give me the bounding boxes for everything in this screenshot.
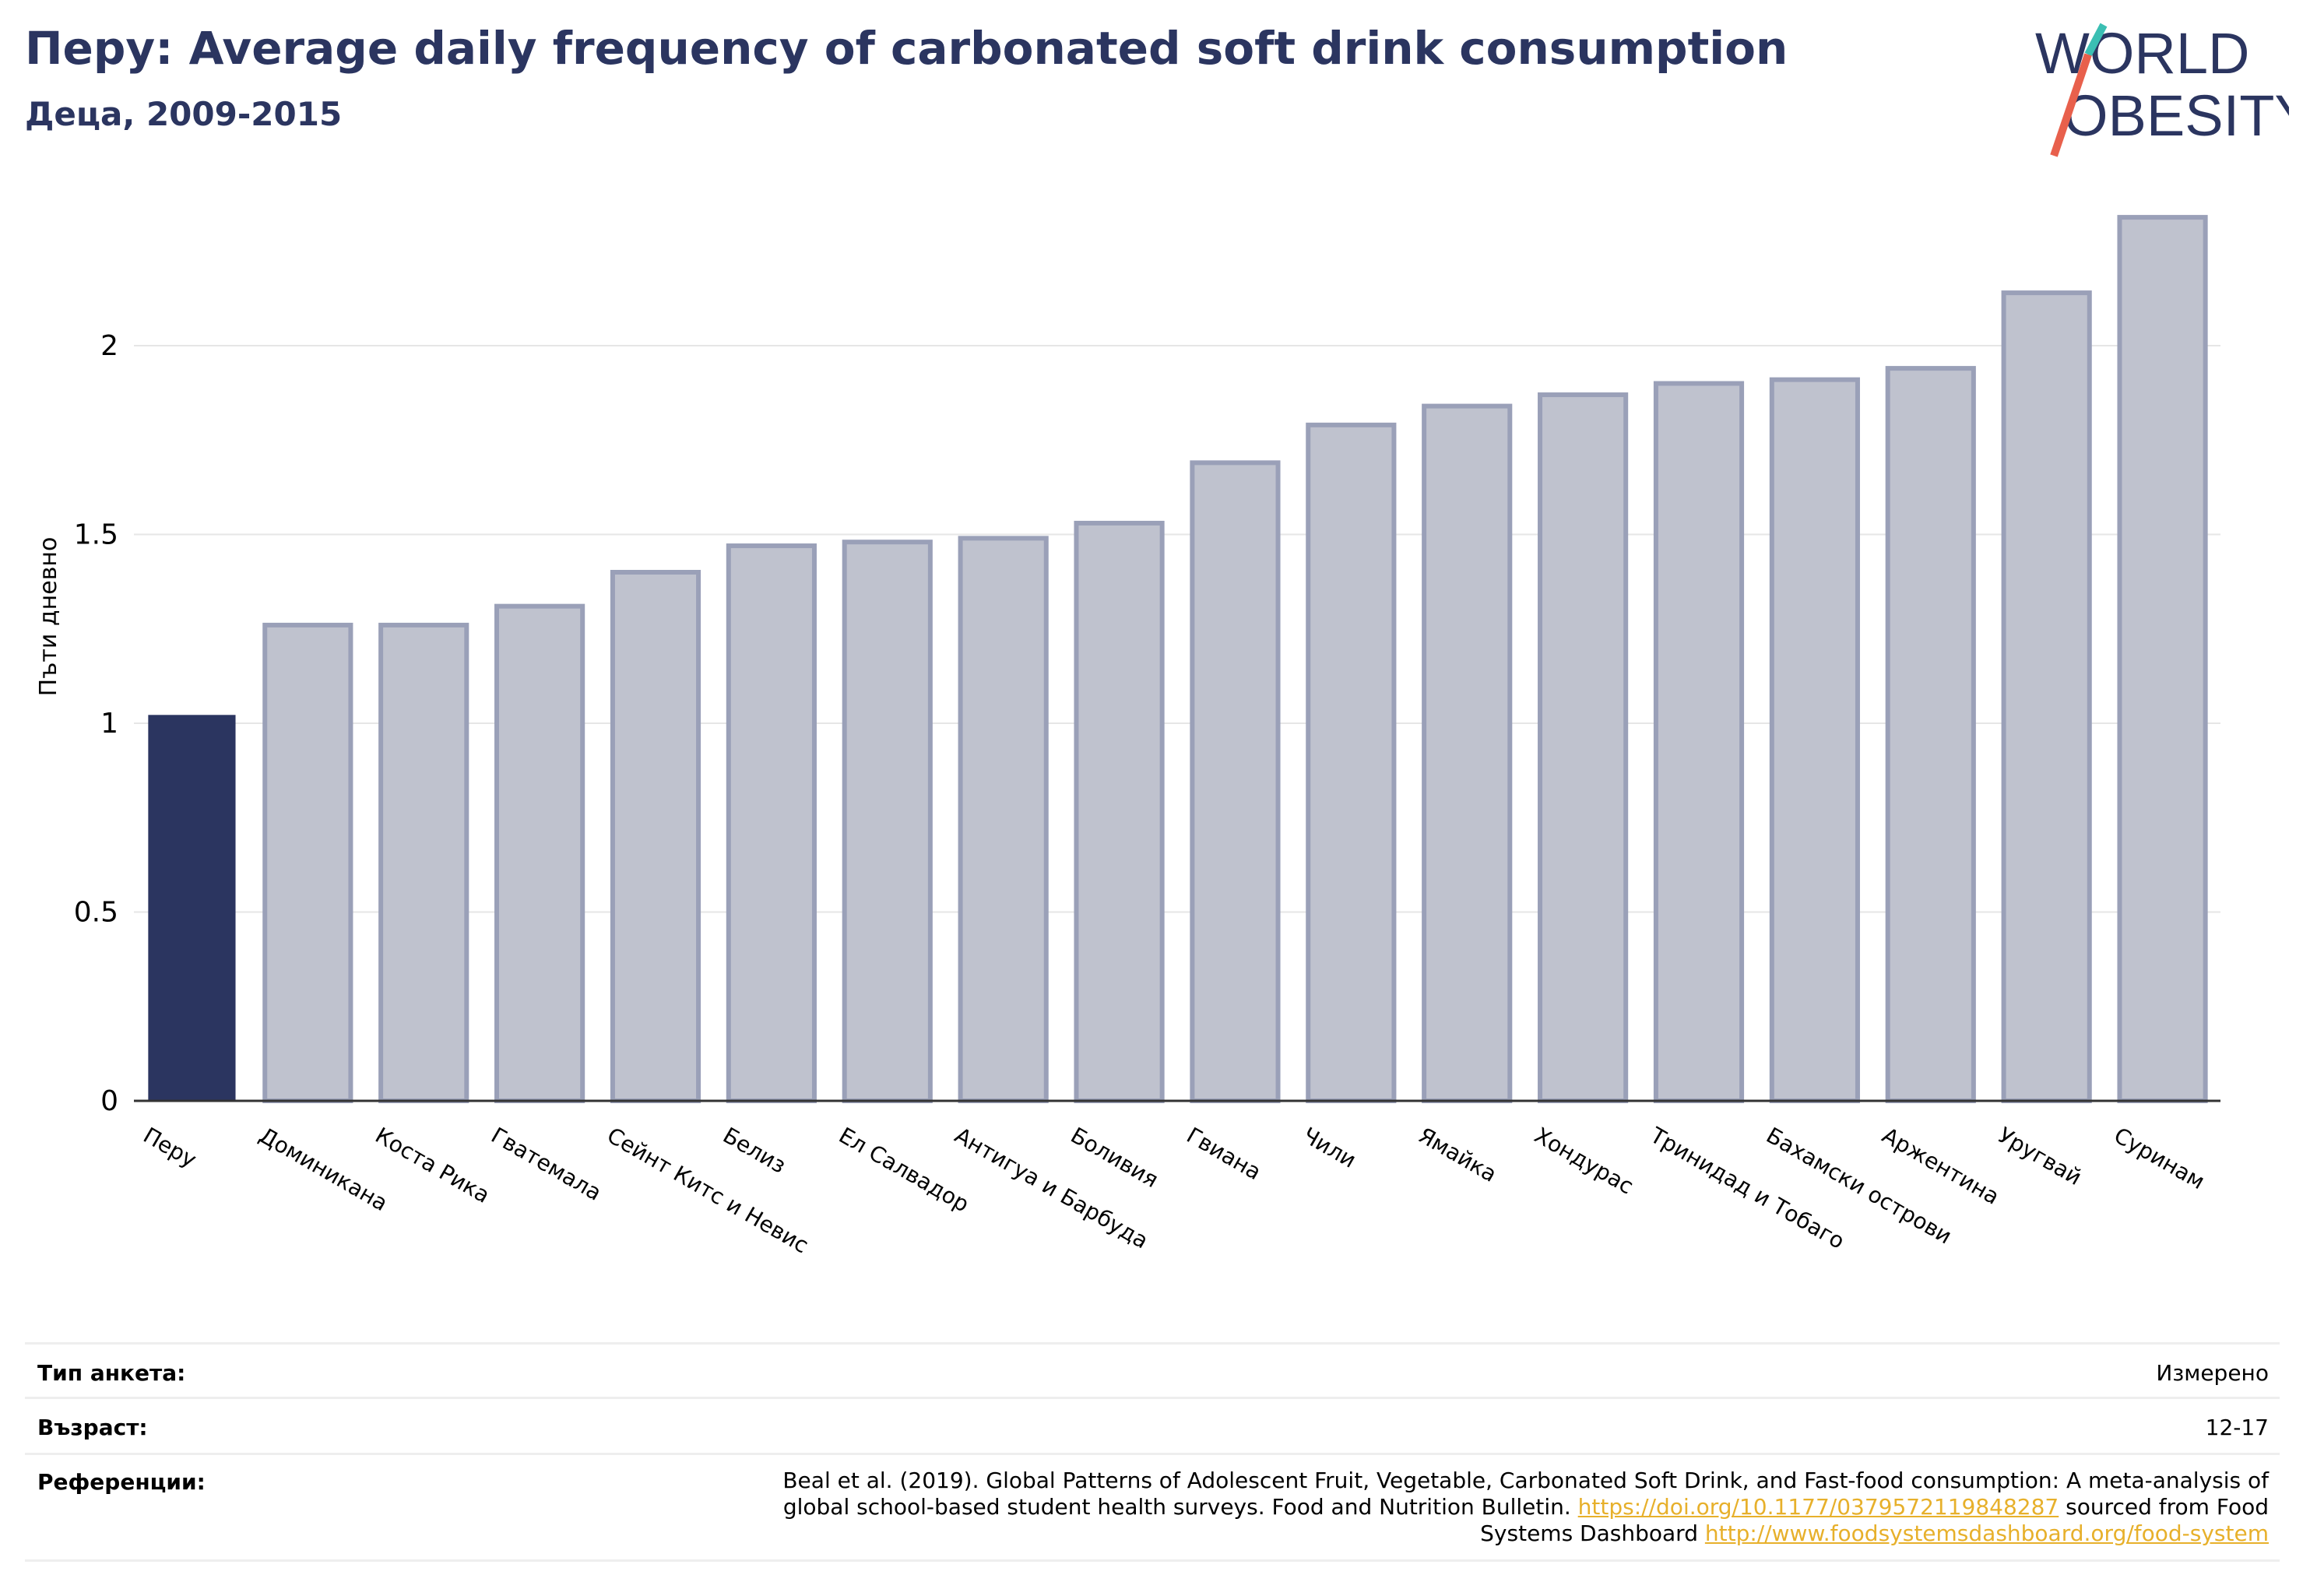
info-table: Тип анкета: Измерено Възраст: 12-17 Рефе… [25, 1342, 2280, 1568]
info-row-references: Референции: Beal et al. (2019). Global P… [25, 1453, 2280, 1562]
chart-subtitle: Деца, 2009-2015 [25, 95, 343, 133]
x-tick-label: Перу [139, 1122, 201, 1172]
y-tick-label: 2 [100, 330, 118, 362]
survey-type-label: Тип анкета: [37, 1360, 186, 1386]
y-tick-label: 0 [100, 1085, 118, 1117]
bar-Доминикана [262, 622, 353, 1103]
grid-lines [134, 345, 2220, 913]
x-tick-label: Хондурас [1530, 1122, 1638, 1199]
reference-line-2: global school-based student health surve… [712, 1494, 2269, 1520]
bar-Боливия [1074, 520, 1165, 1103]
reference-line-1: Beal et al. (2019). Global Patterns of A… [782, 1468, 2269, 1493]
logo-slash-teal [2084, 23, 2108, 57]
y-axis-ticks: 0 0.5 1 1.5 2 [74, 330, 118, 1117]
x-tick-label: Антигуа и Барбуда [951, 1122, 1153, 1253]
info-row-survey-type: Тип анкета: Измерено [25, 1342, 2280, 1399]
x-tick-label: Ел Салвадор [835, 1122, 973, 1217]
bar-Аржентина [1885, 366, 1976, 1104]
chart-title: Перу: Average daily frequency of carbona… [25, 22, 1788, 75]
reference-line-2-text: global school-based student health surve… [782, 1494, 1578, 1520]
bar-Хондурас [1538, 392, 1629, 1103]
bar-Коста Рика [378, 622, 469, 1103]
x-tick-label: Уругвай [1994, 1122, 2087, 1190]
bar-Уругвай [2001, 290, 2092, 1104]
reference-line-3-text: Systems Dashboard [1480, 1520, 1705, 1546]
age-label: Възраст: [37, 1415, 148, 1440]
bar-Тринидад и Тобаго [1653, 381, 1745, 1103]
bar-Перу [148, 715, 236, 1102]
x-tick-label: Бахамски острови [1762, 1122, 1957, 1249]
x-tick-label: Гватемала [487, 1122, 606, 1205]
info-row-age: Възраст: 12-17 [25, 1397, 2280, 1455]
logo-slash-coral [2050, 53, 2092, 157]
x-tick-label: Сейнт Китс и Невис [603, 1122, 813, 1258]
y-tick-label: 0.5 [74, 897, 118, 929]
survey-type-value: Измерено [2156, 1360, 2269, 1386]
bar-Ел Салвадор [842, 540, 933, 1103]
reference-line-3: Systems Dashboard http://www.foodsystems… [712, 1520, 2269, 1547]
bar-Гвиана [1190, 460, 1281, 1103]
y-tick-label: 1.5 [74, 519, 118, 551]
reference-line-2-suffix: sourced from Food [2059, 1494, 2269, 1520]
doi-link[interactable]: https://doi.org/10.1177/0379572119848287 [1577, 1494, 2059, 1520]
x-tick-label: Доминикана [255, 1122, 392, 1216]
world-obesity-logo: WORLD OBESITY [2035, 22, 2289, 157]
bar-Чили [1306, 422, 1397, 1103]
bar-Суринам [2117, 215, 2208, 1104]
food-systems-dashboard-link[interactable]: http://www.foodsystemsdashboard.org/food… [1704, 1520, 2269, 1546]
x-tick-label: Чили [1298, 1122, 1360, 1172]
x-tick-label: Боливия [1067, 1122, 1163, 1193]
references-label: Референции: [37, 1469, 206, 1495]
x-tick-label: Белиз [719, 1122, 790, 1178]
x-tick-label: Суринам [2110, 1122, 2210, 1194]
age-value: 12-17 [2205, 1415, 2269, 1440]
references-text: Beal et al. (2019). Global Patterns of A… [712, 1468, 2269, 1547]
bar-Ямайка [1422, 403, 1513, 1103]
bars [148, 215, 2208, 1104]
y-tick-label: 1 [100, 708, 118, 740]
x-tick-label: Гвиана [1183, 1122, 1266, 1185]
logo-text-obesity: OBESITY [2063, 83, 2289, 148]
bar-Антигуа и Барбуда [958, 536, 1049, 1103]
bar-Белиз [726, 543, 817, 1103]
bar-Бахамски острови [1769, 377, 1860, 1103]
x-tick-label: Тринидад и Тобаго [1645, 1122, 1849, 1254]
y-axis-label: Пъти дневно [35, 537, 62, 697]
bar-Сейнт Китс и Невис [610, 570, 701, 1103]
x-tick-label: Ямайка [1414, 1122, 1501, 1187]
bar-Гватемала [494, 603, 585, 1103]
logo-text-world: WORLD [2035, 22, 2249, 86]
